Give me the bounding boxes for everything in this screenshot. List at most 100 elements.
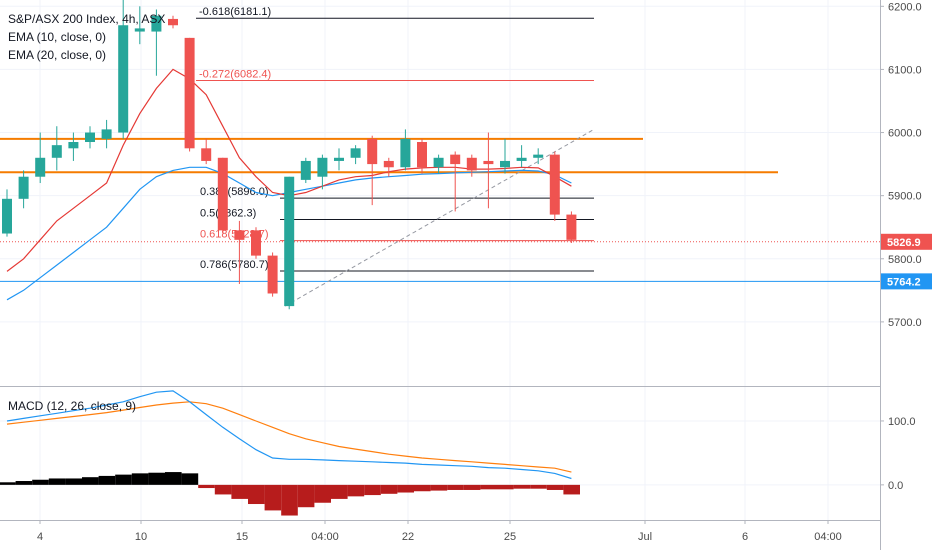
candle-body — [516, 157, 527, 161]
macd-histogram-bar — [397, 484, 414, 493]
macd-pane — [0, 390, 580, 516]
fib-level-label: -0.618(6181.1) — [199, 6, 271, 18]
fib-level-label: 0.382(5896.0) — [200, 186, 269, 198]
candle-body — [533, 154, 544, 158]
candle-body — [134, 28, 145, 32]
macd-signal-line — [6, 401, 572, 473]
candle-body — [500, 160, 510, 168]
candle-body — [267, 255, 278, 294]
candle-body — [317, 157, 328, 177]
candle-body — [483, 160, 494, 165]
price-tick-label: 5900.0 — [888, 191, 922, 203]
time-tick-label: 04:00 — [311, 531, 339, 543]
candle-body — [151, 15, 162, 32]
macd-legend: MACD (12, 26, close, 9) — [8, 399, 136, 413]
macd-histogram-bar — [15, 481, 33, 485]
macd-histogram-bar — [148, 472, 165, 485]
main-pane: -0.618(6181.1) -0.272(6082.4) 0.382(5896.0… — [0, 0, 880, 310]
macd-histogram-bar — [513, 484, 531, 489]
price-badge — [881, 233, 932, 250]
candle-body — [300, 160, 311, 180]
fib-level-label: 0.5(5862.3) — [200, 207, 256, 219]
macd-histogram-bar — [131, 473, 149, 485]
candle-body — [417, 142, 427, 168]
candle-body — [400, 138, 411, 168]
macd-histogram-bar — [297, 484, 315, 508]
candle-body — [466, 157, 477, 171]
macd-histogram-bar — [165, 472, 182, 485]
price-tick-label: 5800.0 — [888, 254, 922, 266]
candle-body — [184, 37, 195, 149]
macd-histogram-bar — [115, 474, 132, 485]
candle-body — [284, 176, 295, 307]
time-tick-label: 04:00 — [814, 531, 842, 543]
candle-body — [251, 230, 261, 256]
macd-histogram-bar — [347, 484, 365, 497]
candle-body — [2, 198, 12, 234]
time-tick-label: 22 — [402, 531, 414, 543]
candle-body — [350, 148, 361, 158]
ema10-legend: EMA (10, close, 0) — [8, 30, 106, 44]
macd-histogram-bar — [530, 484, 547, 489]
macd-histogram-bar — [32, 479, 49, 485]
grid — [0, 0, 880, 520]
macd-histogram-bar — [463, 484, 481, 490]
macd-tick-label: 100.0 — [888, 416, 916, 428]
candle-body — [201, 148, 212, 161]
candle-body — [51, 145, 62, 158]
time-tick-label: 10 — [135, 531, 147, 543]
trend-line — [284, 128, 595, 307]
macd-histogram-bar — [314, 484, 331, 503]
candle-body — [168, 18, 178, 26]
time-tick-label: 4 — [37, 531, 43, 543]
price-tick-label: 6200.0 — [888, 1, 922, 13]
candle-body — [217, 157, 228, 231]
macd-histogram-bar — [48, 478, 66, 485]
candle-body — [101, 129, 112, 139]
macd-histogram-bar — [0, 482, 16, 485]
candle-body — [18, 176, 29, 199]
time-tick-label: Jul — [638, 531, 652, 543]
price-badge-label: 5826.9 — [887, 237, 921, 249]
macd-histogram-bar — [430, 484, 448, 491]
ema20-legend: EMA (20, close, 0) — [8, 48, 106, 62]
macd-histogram-bar — [248, 484, 265, 505]
candle-body — [450, 154, 461, 165]
macd-histogram-bar — [214, 484, 232, 495]
macd-histogram-bar — [181, 473, 199, 485]
candle-body — [566, 214, 577, 240]
fib-level-label: 0.786(5780.7) — [200, 259, 269, 271]
macd-histogram-bar — [281, 484, 298, 516]
candle-body — [68, 142, 79, 149]
macd-tick-label: 0.0 — [888, 480, 903, 492]
macd-histogram-bar — [414, 484, 431, 492]
candle-body — [85, 132, 95, 143]
macd-line — [6, 390, 572, 480]
symbol-title: S&P/ASX 200 Index, 4h, ASX — [8, 12, 165, 26]
macd-histogram-bar — [480, 484, 497, 490]
candle-body — [433, 157, 444, 168]
candle-body — [35, 157, 46, 177]
legend: S&P/ASX 200 Index, 4h, ASX EMA (10, clos… — [8, 12, 165, 413]
time-tick-label: 25 — [504, 531, 516, 543]
price-tick-label: 6100.0 — [888, 64, 922, 76]
time-tick-label: 6 — [742, 531, 748, 543]
price-badge-label: 5764.2 — [887, 276, 921, 288]
price-tick-label: 5700.0 — [888, 317, 922, 329]
macd-histogram-bar — [82, 477, 99, 485]
candle-body — [383, 160, 394, 168]
fib-level-label: -0.272(6082.4) — [199, 69, 271, 81]
macd-histogram-bar — [331, 484, 348, 499]
candle-body — [549, 154, 560, 215]
price-badge — [881, 273, 932, 290]
macd-histogram-bar — [198, 484, 215, 489]
macd-histogram-bar — [447, 484, 464, 490]
time-tick-label: 15 — [236, 531, 248, 543]
candle-body — [234, 230, 245, 240]
macd-histogram-bar — [364, 484, 381, 496]
candle-body — [334, 157, 344, 161]
macd-histogram-bar — [497, 484, 514, 490]
macd-histogram-bar — [65, 478, 82, 485]
